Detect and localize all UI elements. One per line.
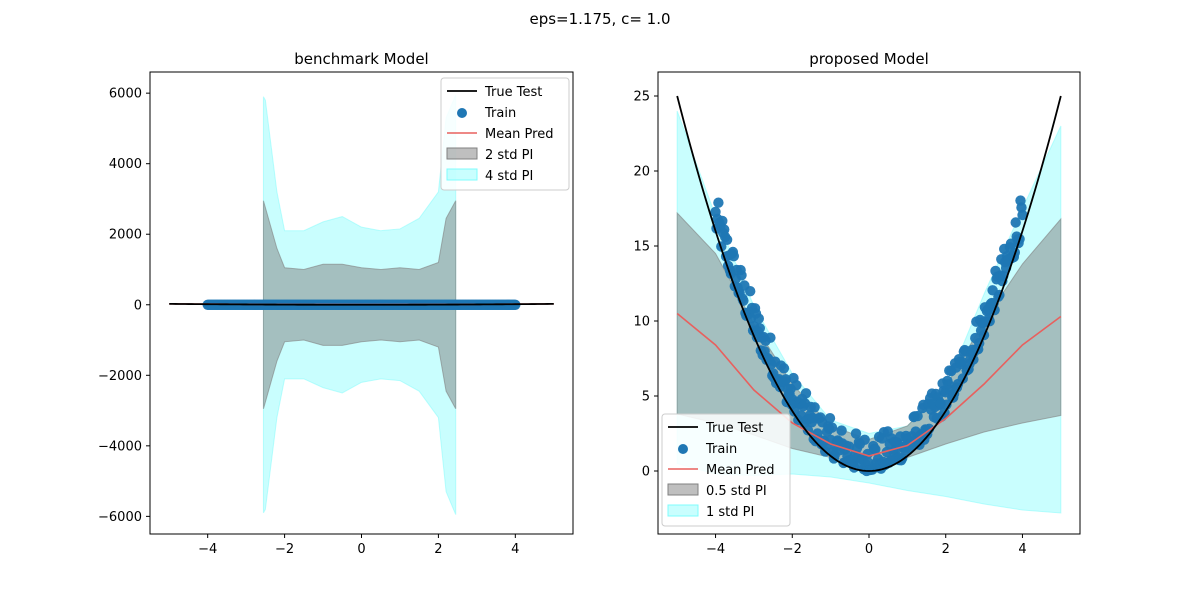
y-tick-label: 20 xyxy=(633,165,650,180)
subplot-title: benchmark Model xyxy=(294,50,428,68)
true-test-line xyxy=(169,302,554,306)
x-tick-label: −4 xyxy=(706,542,725,557)
train-point xyxy=(859,434,870,445)
x-tick-label: 4 xyxy=(511,542,519,557)
train-point xyxy=(780,374,791,385)
x-tick-label: −2 xyxy=(275,542,294,557)
train-point xyxy=(753,313,764,324)
subplot-proposed: −4 −2 0 2 4 0 5 10 15 20 25 proposed Model True Test… xyxy=(633,50,1081,557)
y-axis: −6000 −4000 −2000 0 2000 4000 6000 xyxy=(98,87,150,525)
legend-label: 2 std PI xyxy=(485,148,533,163)
legend-label: Mean Pred xyxy=(485,127,553,142)
subplots: −4 −2 0 2 4−6000−4000−20000200040006000bench… xyxy=(98,50,1081,557)
y-tick-label: −2000 xyxy=(98,369,142,384)
x-axis: −4 −2 0 2 4 xyxy=(706,534,1027,557)
y-tick-label: 0 xyxy=(134,298,142,313)
y-tick-label: 2000 xyxy=(109,228,142,243)
x-tick-label: 2 xyxy=(942,542,950,557)
y-tick-label: 10 xyxy=(633,315,650,330)
train-point xyxy=(721,234,733,245)
train-point xyxy=(717,215,728,227)
x-tick-label: 0 xyxy=(357,542,365,557)
train-point xyxy=(1017,209,1028,221)
true-test-line xyxy=(676,95,1062,472)
legend-label: Train xyxy=(705,442,737,457)
y-tick-label: 25 xyxy=(633,90,650,105)
train-point xyxy=(765,332,776,343)
train-point xyxy=(912,410,923,422)
legend-frame xyxy=(661,413,791,527)
legend-outer-band-handle xyxy=(446,168,478,181)
train-point xyxy=(745,286,756,297)
train-point xyxy=(778,363,790,374)
y-tick-label: 0 xyxy=(642,465,650,480)
mean-pred-line xyxy=(676,312,1062,457)
train-point xyxy=(870,444,881,455)
x-tick-label: 0 xyxy=(865,542,873,557)
plot-area xyxy=(169,94,554,515)
train-point xyxy=(728,251,739,262)
legend-inner-band-handle xyxy=(667,483,699,496)
train-point xyxy=(754,323,765,334)
train-point xyxy=(850,428,862,439)
x-axis: −4 −2 0 2 4 xyxy=(198,534,519,557)
subplot-title: proposed Model xyxy=(809,50,929,68)
legend-train-handle xyxy=(457,108,467,118)
legend-label: Train xyxy=(484,106,516,121)
legend-label: 4 std PI xyxy=(485,169,533,184)
legend: True Test Train Mean Pred 0.5 std PI 1 std P… xyxy=(661,413,791,527)
plot-area xyxy=(676,95,1062,514)
train-point xyxy=(826,422,838,433)
train-point xyxy=(791,380,802,391)
train-point xyxy=(824,413,836,424)
legend: True Test Train Mean Pred 2 std PI 4 std PI xyxy=(440,77,570,191)
y-tick-label: 4000 xyxy=(109,157,142,172)
train-scatter xyxy=(202,299,521,310)
legend-frame xyxy=(440,77,570,191)
y-tick-label: 5 xyxy=(642,390,650,405)
y-tick-label: 6000 xyxy=(109,87,142,102)
legend-label: True Test xyxy=(484,85,542,100)
train-point xyxy=(736,270,747,281)
figure-suptitle: eps=1.175, c= 1.0 xyxy=(529,10,670,28)
legend-label: 0.5 std PI xyxy=(706,484,767,499)
train-point xyxy=(800,388,812,399)
y-tick-label: −4000 xyxy=(98,439,142,454)
y-axis: 0 5 10 15 20 25 xyxy=(633,90,658,480)
x-tick-label: 4 xyxy=(1018,542,1026,557)
train-point xyxy=(1010,217,1021,228)
train-point xyxy=(809,402,820,413)
x-tick-label: −2 xyxy=(783,542,802,557)
train-point xyxy=(836,425,847,436)
x-tick-label: 2 xyxy=(434,542,442,557)
legend-train-handle xyxy=(678,444,688,454)
train-point xyxy=(713,197,724,208)
legend-inner-band-handle xyxy=(446,147,478,160)
legend-label: Mean Pred xyxy=(706,463,774,478)
y-tick-label: −6000 xyxy=(98,510,142,525)
legend-label: 1 std PI xyxy=(706,505,754,520)
legend-outer-band-handle xyxy=(667,504,699,517)
subplot-benchmark: −4 −2 0 2 4 −6000 −4000 −2000 0 2000 4000 6000 bench… xyxy=(98,50,574,557)
x-tick-label: −4 xyxy=(198,542,217,557)
legend-label: True Test xyxy=(705,421,763,436)
y-tick-label: 15 xyxy=(633,240,650,255)
